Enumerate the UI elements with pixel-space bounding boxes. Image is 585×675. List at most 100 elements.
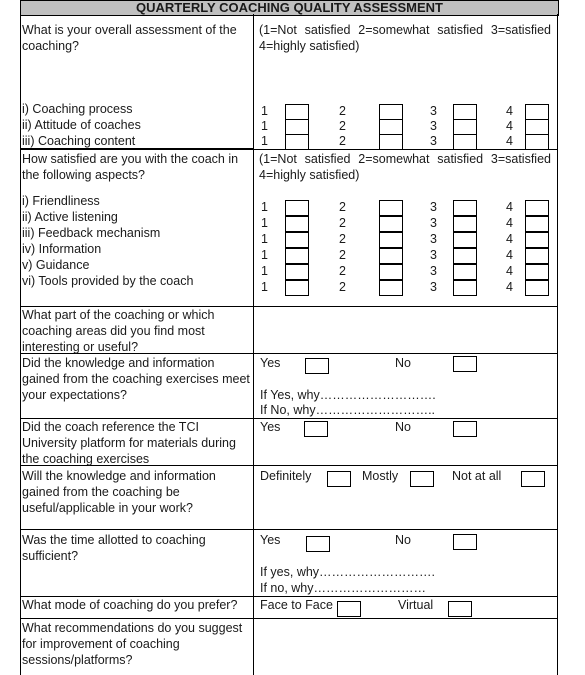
rating-checkbox-3[interactable] bbox=[453, 248, 477, 264]
rating-checkbox-1[interactable] bbox=[285, 104, 309, 120]
rating-number-1: 1 bbox=[261, 104, 268, 118]
rating-checkbox-4[interactable] bbox=[525, 119, 549, 135]
rating-checkbox-4[interactable] bbox=[525, 232, 549, 248]
rating-checkbox-4[interactable] bbox=[525, 264, 549, 280]
underline bbox=[20, 148, 253, 149]
rating-number-4: 4 bbox=[506, 134, 513, 148]
outer-right-border bbox=[557, 14, 558, 675]
usefulness-not-at-all-checkbox[interactable] bbox=[521, 471, 545, 487]
tci-platform-question: Did the coach reference the TCI Universi… bbox=[22, 420, 236, 466]
form-title: QUARTERLY COACHING QUALITY ASSESSMENT bbox=[20, 0, 559, 16]
item-guidance: v) Guidance bbox=[22, 258, 90, 272]
rating-checkbox-2[interactable] bbox=[379, 248, 403, 264]
rating-checkbox-3[interactable] bbox=[453, 200, 477, 216]
rating-checkbox-3[interactable] bbox=[453, 104, 477, 120]
rating-number-3: 3 bbox=[430, 232, 437, 246]
expectations-if-no-why[interactable]: If No, why……………………….. bbox=[260, 403, 436, 417]
rating-number-2: 2 bbox=[339, 200, 346, 214]
row-divider bbox=[20, 529, 558, 530]
tci-platform-yes-label: Yes bbox=[260, 420, 281, 434]
rating-checkbox-2[interactable] bbox=[379, 232, 403, 248]
rating-checkbox-1[interactable] bbox=[285, 134, 309, 150]
rating-checkbox-4[interactable] bbox=[525, 280, 549, 296]
expectations-no-checkbox[interactable] bbox=[453, 356, 477, 372]
time-sufficient-no-label: No bbox=[395, 533, 411, 547]
rating-checkbox-3[interactable] bbox=[453, 134, 477, 150]
expectations-yes-label: Yes bbox=[260, 356, 281, 370]
usefulness-not-at-all-label: Not at all bbox=[452, 469, 502, 483]
rating-checkbox-1[interactable] bbox=[285, 248, 309, 264]
rating-number-2: 2 bbox=[339, 264, 346, 278]
rating-checkbox-4[interactable] bbox=[525, 248, 549, 264]
overall-assessment-question: What is your overall assessment of the c… bbox=[22, 23, 237, 53]
rating-checkbox-1[interactable] bbox=[285, 264, 309, 280]
column-divider bbox=[253, 14, 254, 675]
time-sufficient-yes-checkbox[interactable] bbox=[306, 536, 330, 552]
time-sufficient-if-no-why[interactable]: If no, why……………………… bbox=[260, 581, 426, 595]
rating-checkbox-1[interactable] bbox=[285, 200, 309, 216]
interesting-areas-answer-area[interactable] bbox=[255, 308, 555, 352]
rating-checkbox-3[interactable] bbox=[453, 232, 477, 248]
rating-checkbox-1[interactable] bbox=[285, 280, 309, 296]
usefulness-question: Will the knowledge and information gaine… bbox=[22, 469, 216, 515]
rating-checkbox-4[interactable] bbox=[525, 134, 549, 150]
interesting-areas-question: What part of the coaching or which coach… bbox=[22, 308, 215, 354]
rating-checkbox-2[interactable] bbox=[379, 119, 403, 135]
expectations-if-yes-why[interactable]: If Yes, why………………………. bbox=[260, 388, 436, 402]
recommendations-answer-area[interactable] bbox=[255, 620, 555, 673]
tci-platform-yes-checkbox[interactable] bbox=[304, 421, 328, 437]
recommendations-question: What recommendations do you suggest for … bbox=[22, 621, 243, 667]
rating-number-2: 2 bbox=[339, 216, 346, 230]
rating-checkbox-4[interactable] bbox=[525, 200, 549, 216]
rating-checkbox-2[interactable] bbox=[379, 280, 403, 296]
rating-number-4: 4 bbox=[506, 200, 513, 214]
coach-aspects-question: How satisfied are you with the coach in … bbox=[22, 152, 239, 182]
rating-checkbox-4[interactable] bbox=[525, 104, 549, 120]
time-sufficient-yes-label: Yes bbox=[260, 533, 281, 547]
rating-number-4: 4 bbox=[506, 232, 513, 246]
usefulness-mostly-checkbox[interactable] bbox=[410, 471, 434, 487]
rating-checkbox-3[interactable] bbox=[453, 216, 477, 232]
mode-virtual-checkbox[interactable] bbox=[448, 601, 472, 617]
rating-checkbox-1[interactable] bbox=[285, 232, 309, 248]
row-divider bbox=[20, 618, 558, 619]
rating-checkbox-2[interactable] bbox=[379, 216, 403, 232]
rating-checkbox-2[interactable] bbox=[379, 264, 403, 280]
coaching-mode-question: What mode of coaching do you prefer? bbox=[22, 598, 238, 612]
rating-number-4: 4 bbox=[506, 264, 513, 278]
rating-number-1: 1 bbox=[261, 216, 268, 230]
rating-number-3: 3 bbox=[430, 104, 437, 118]
row-divider bbox=[20, 353, 558, 354]
rating-number-1: 1 bbox=[261, 200, 268, 214]
rating-checkbox-4[interactable] bbox=[525, 216, 549, 232]
rating-number-1: 1 bbox=[261, 248, 268, 262]
time-sufficient-no-checkbox[interactable] bbox=[453, 534, 477, 550]
rating-checkbox-3[interactable] bbox=[453, 280, 477, 296]
usefulness-definitely-checkbox[interactable] bbox=[327, 471, 351, 487]
mode-face-to-face-checkbox[interactable] bbox=[337, 601, 361, 617]
rating-number-3: 3 bbox=[430, 216, 437, 230]
rating-checkbox-1[interactable] bbox=[285, 119, 309, 135]
tci-platform-no-label: No bbox=[395, 420, 411, 434]
rating-number-1: 1 bbox=[261, 119, 268, 133]
expectations-question: Did the knowledge and information gained… bbox=[22, 356, 250, 402]
rating-checkbox-2[interactable] bbox=[379, 200, 403, 216]
item-active-listening: ii) Active listening bbox=[22, 210, 118, 224]
time-sufficient-if-yes-why[interactable]: If yes, why………………………. bbox=[260, 565, 436, 579]
expectations-yes-checkbox[interactable] bbox=[305, 358, 329, 374]
rating-checkbox-2[interactable] bbox=[379, 104, 403, 120]
rating-number-4: 4 bbox=[506, 104, 513, 118]
rating-number-1: 1 bbox=[261, 264, 268, 278]
rating-checkbox-3[interactable] bbox=[453, 119, 477, 135]
row-divider bbox=[20, 418, 558, 419]
rating-number-3: 3 bbox=[430, 119, 437, 133]
rating-number-2: 2 bbox=[339, 280, 346, 294]
rating-checkbox-3[interactable] bbox=[453, 264, 477, 280]
rating-checkbox-1[interactable] bbox=[285, 216, 309, 232]
tci-platform-no-checkbox[interactable] bbox=[453, 421, 477, 437]
item-coaching-content: iii) Coaching content bbox=[22, 134, 136, 148]
rating-number-1: 1 bbox=[261, 280, 268, 294]
rating-number-1: 1 bbox=[261, 232, 268, 246]
rating-number-3: 3 bbox=[430, 200, 437, 214]
rating-checkbox-2[interactable] bbox=[379, 134, 403, 150]
